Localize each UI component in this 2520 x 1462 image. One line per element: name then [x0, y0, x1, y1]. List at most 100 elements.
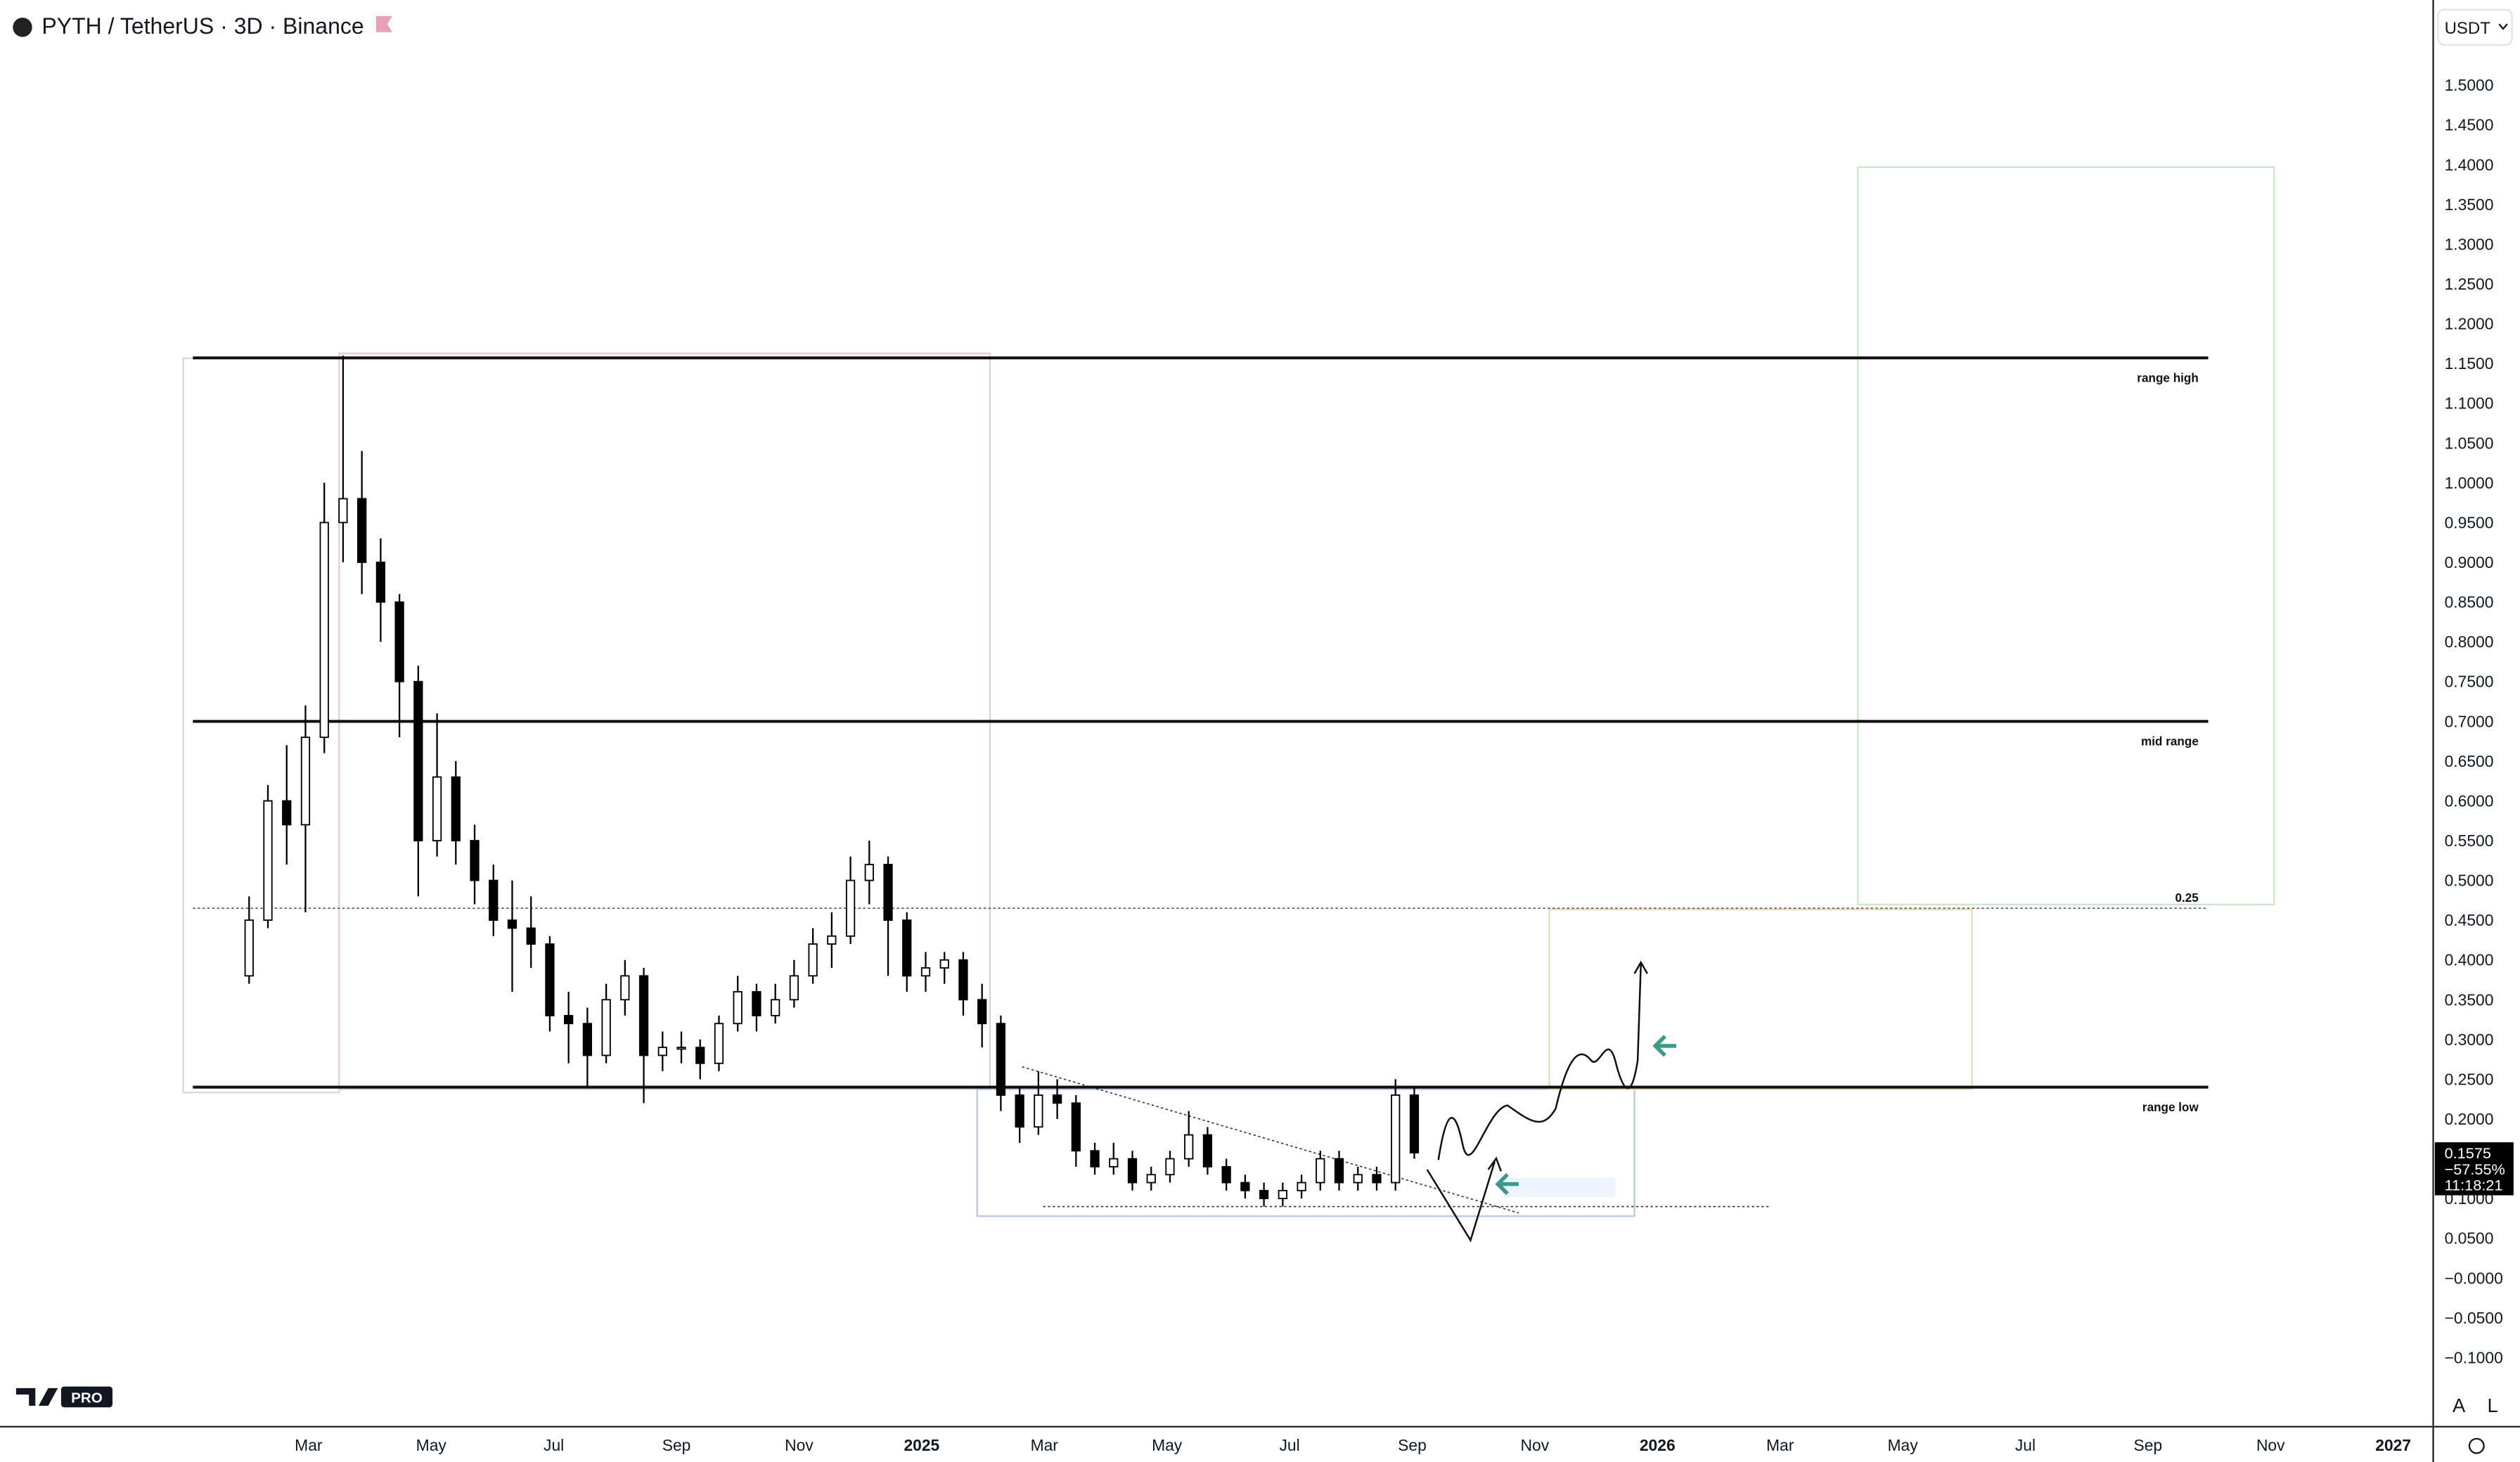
log-scale-button[interactable]: L — [2488, 1395, 2498, 1416]
candle-body — [300, 736, 311, 826]
drawing-box — [1857, 166, 2275, 905]
price-tick-label: −0.0000 — [2445, 1269, 2503, 1287]
candle-body — [1146, 1174, 1156, 1184]
time-tick-label: Sep — [1398, 1436, 1427, 1454]
tv-logo — [15, 1387, 58, 1406]
price-tick-label: 0.5500 — [2445, 832, 2494, 850]
time-tick-label: May — [1152, 1436, 1183, 1454]
candle-body — [1165, 1158, 1175, 1176]
arrow-head — [1487, 1156, 1503, 1172]
candle-body — [1259, 1189, 1269, 1200]
time-tick-label: Sep — [2134, 1436, 2163, 1454]
price-tick-label: 0.8500 — [2445, 593, 2494, 612]
candle-body — [1127, 1158, 1138, 1184]
candle-body — [1015, 1094, 1024, 1128]
settings-icon[interactable] — [2468, 1437, 2485, 1454]
price-tick-label: 0.6000 — [2445, 791, 2494, 810]
logo-text: PRO — [71, 1390, 103, 1406]
projection-path — [1426, 1161, 1496, 1243]
candle-body — [733, 991, 742, 1025]
candle-body — [1090, 1150, 1100, 1167]
candle-body — [902, 919, 912, 977]
price-tick-label: 0.9500 — [2445, 513, 2494, 531]
candle-body — [244, 919, 254, 977]
time-tick-label: Nov — [2256, 1436, 2285, 1454]
price-tick-label: 1.2000 — [2445, 315, 2494, 333]
price-tick-label: 0.8000 — [2445, 633, 2494, 651]
candle-body — [996, 1023, 1006, 1096]
candle-body — [1184, 1134, 1194, 1160]
symbol-title[interactable]: PYTH / TetherUS · 3D · Binance — [41, 13, 364, 39]
currency-button[interactable] — [2437, 8, 2513, 46]
candle-body — [394, 601, 404, 683]
drawing-box — [1548, 908, 1973, 1090]
price-tick-label: 0.0500 — [2445, 1229, 2494, 1248]
price-tick-label: 1.0500 — [2445, 434, 2494, 452]
candle-body — [714, 1023, 724, 1064]
candle-body — [920, 967, 931, 977]
candle-body — [1353, 1174, 1363, 1184]
price-tick-label: 1.3000 — [2445, 235, 2494, 253]
candle-body — [1071, 1102, 1081, 1152]
time-tick-label: Nov — [1521, 1436, 1550, 1454]
candle-body — [282, 800, 292, 826]
time-tick-label: Jul — [2015, 1436, 2036, 1454]
price-tick-label: 1.3500 — [2445, 195, 2494, 214]
time-tick-label: Jul — [544, 1436, 564, 1454]
candle-body — [1278, 1189, 1287, 1200]
candle-body — [771, 999, 780, 1016]
price-tick-label: −0.0500 — [2445, 1309, 2503, 1327]
candle-body — [601, 999, 611, 1056]
candle-body — [470, 840, 480, 881]
candle-body — [845, 879, 856, 937]
candle-body — [676, 1047, 686, 1050]
candle-body — [1316, 1158, 1325, 1184]
auto-scale-button[interactable]: A — [2452, 1395, 2466, 1416]
time-tick-label: Sep — [662, 1436, 691, 1454]
projection-path — [1437, 964, 1642, 1160]
candle-body — [451, 776, 461, 841]
trend-line — [1022, 1066, 1519, 1214]
arrow-marker — [1652, 1035, 1676, 1057]
candle-body — [620, 975, 630, 1001]
price-tag-countdown: 11:18:21 — [2445, 1177, 2503, 1194]
flag-icon[interactable] — [375, 15, 392, 32]
time-tick-label: May — [416, 1436, 447, 1454]
candle-body — [695, 1047, 705, 1064]
currency-label[interactable]: USDT — [2445, 19, 2491, 38]
candle-body — [526, 927, 536, 945]
dropdown-icon — [2498, 23, 2508, 30]
candle-body — [338, 498, 348, 524]
time-tick-label: Mar — [295, 1436, 323, 1454]
price-tag — [2434, 1142, 2514, 1196]
candle-body — [752, 991, 761, 1016]
candle-body — [507, 919, 518, 929]
candle-body — [413, 680, 423, 841]
time-tick-label: Nov — [785, 1436, 814, 1454]
candle-body — [263, 800, 273, 921]
candle-body — [1109, 1158, 1119, 1167]
candle-body — [958, 959, 968, 1001]
price-tick-label: 0.4500 — [2445, 911, 2494, 929]
candle-body — [489, 879, 499, 921]
time-tick-label: Mar — [1766, 1436, 1794, 1454]
candle-body — [977, 999, 987, 1025]
candle-body — [808, 943, 818, 977]
candle-body — [1372, 1174, 1382, 1184]
time-tick-label: May — [1887, 1436, 1918, 1454]
price-tick-label: 1.2500 — [2445, 275, 2494, 293]
candle-body — [657, 1047, 667, 1056]
candle-body — [883, 864, 893, 921]
candle-body — [1034, 1094, 1043, 1128]
price-tick-label: 1.5000 — [2445, 76, 2494, 94]
candle-body — [582, 1023, 593, 1056]
symbol-icon — [13, 18, 32, 37]
price-tick-label: 0.7500 — [2445, 673, 2494, 691]
candle-body — [1391, 1094, 1401, 1184]
price-tick-label: 1.1500 — [2445, 354, 2494, 373]
logo-badge — [60, 1386, 112, 1408]
candle-body — [638, 975, 649, 1056]
level-label: 0.25 — [2175, 891, 2199, 905]
time-tick-label: 2027 — [2375, 1436, 2411, 1454]
